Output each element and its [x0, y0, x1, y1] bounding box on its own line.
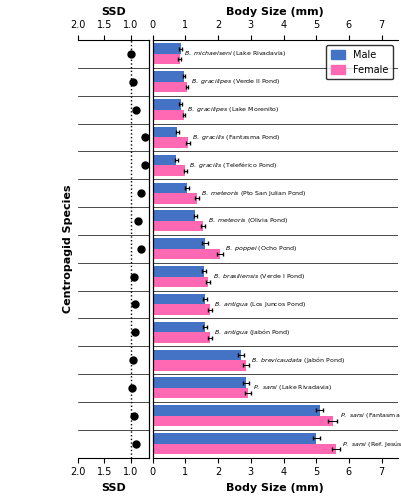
- Bar: [152, 99, 180, 110]
- Bar: [152, 304, 209, 315]
- X-axis label: Body Size (mm): Body Size (mm): [226, 483, 324, 493]
- Bar: [152, 266, 204, 276]
- Bar: [152, 54, 179, 64]
- Text: $\it{B.\ antigua}$ (Jabón Pond): $\it{B.\ antigua}$ (Jabón Pond): [214, 328, 290, 338]
- Bar: [152, 71, 183, 82]
- X-axis label: SSD: SSD: [101, 6, 126, 16]
- Bar: [152, 276, 208, 287]
- Bar: [152, 360, 245, 370]
- Bar: [152, 388, 247, 398]
- Bar: [152, 294, 205, 304]
- Bar: [152, 238, 205, 249]
- Text: $\it{B.\ brasiliensis}$ (Verde I Pond): $\it{B.\ brasiliensis}$ (Verde I Pond): [212, 272, 304, 281]
- Bar: [152, 350, 241, 360]
- Bar: [152, 210, 195, 221]
- Bar: [152, 165, 185, 176]
- Bar: [152, 127, 177, 138]
- Bar: [152, 193, 196, 203]
- Y-axis label: Centropagid Species: Centropagid Species: [63, 184, 73, 313]
- X-axis label: Body Size (mm): Body Size (mm): [226, 6, 324, 16]
- Bar: [152, 433, 316, 444]
- Bar: [152, 378, 245, 388]
- Bar: [152, 444, 335, 454]
- Bar: [152, 249, 219, 260]
- Text: $\it{B.\ antigua}$ (Los Juncos Pond): $\it{B.\ antigua}$ (Los Juncos Pond): [214, 300, 305, 309]
- Bar: [152, 138, 188, 148]
- Text: $\it{B.\ gracilis}$ (Fantasma Pond): $\it{B.\ gracilis}$ (Fantasma Pond): [192, 133, 280, 142]
- Bar: [152, 44, 180, 54]
- Bar: [152, 416, 332, 426]
- Bar: [152, 405, 319, 416]
- Bar: [152, 82, 186, 92]
- Text: $\it{B.\ brevicaudata}$ (Jabón Pond): $\it{B.\ brevicaudata}$ (Jabón Pond): [251, 355, 344, 365]
- Text: $\it{B.\ gracilipes}$ (Lake Morenito): $\it{B.\ gracilipes}$ (Lake Morenito): [187, 105, 279, 114]
- Text: $\it{P.\ sarsi}$ (Fantasma Pond): $\it{P.\ sarsi}$ (Fantasma Pond): [339, 411, 401, 420]
- Bar: [152, 110, 183, 120]
- Bar: [152, 332, 209, 343]
- X-axis label: SSD: SSD: [101, 483, 126, 493]
- Bar: [152, 322, 205, 332]
- Text: $\it{P.\ sarsi}$ (Ref. Jesús Pond): $\it{P.\ sarsi}$ (Ref. Jesús Pond): [341, 438, 401, 448]
- Text: $\it{P.\ sarsi}$ (Lake Rivadavia): $\it{P.\ sarsi}$ (Lake Rivadavia): [252, 384, 331, 392]
- Text: $\it{B.\ gracilis}$ (Teleférico Pond): $\it{B.\ gracilis}$ (Teleférico Pond): [188, 160, 277, 170]
- Text: $\it{B.\ meteoris}$ (Olivia Pond): $\it{B.\ meteoris}$ (Olivia Pond): [207, 216, 288, 226]
- Legend: Male, Female: Male, Female: [325, 45, 392, 80]
- Bar: [152, 182, 186, 193]
- Bar: [152, 154, 176, 166]
- Text: $\it{B.\ meteoris}$ (Pto San Julian Pond): $\it{B.\ meteoris}$ (Pto San Julian Pond…: [200, 188, 306, 198]
- Text: $\it{B.\ gracilipes}$ (Verde II Pond): $\it{B.\ gracilipes}$ (Verde II Pond): [190, 78, 279, 86]
- Bar: [152, 221, 203, 232]
- Text: $\it{B.\ poppei}$ (Ocho Pond): $\it{B.\ poppei}$ (Ocho Pond): [225, 244, 297, 254]
- Text: $\it{B.\ michaelseni}$ (Lake Rivadavia): $\it{B.\ michaelseni}$ (Lake Rivadavia): [184, 50, 286, 58]
